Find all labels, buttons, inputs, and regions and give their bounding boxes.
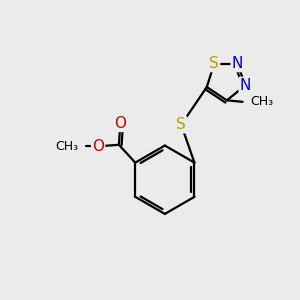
Text: N: N [240, 78, 251, 93]
Text: S: S [209, 56, 219, 71]
Text: CH₃: CH₃ [250, 95, 273, 108]
Text: O: O [114, 116, 126, 131]
Text: S: S [176, 117, 186, 132]
Text: O: O [92, 139, 104, 154]
Text: N: N [232, 56, 243, 71]
Text: CH₃: CH₃ [55, 140, 78, 153]
